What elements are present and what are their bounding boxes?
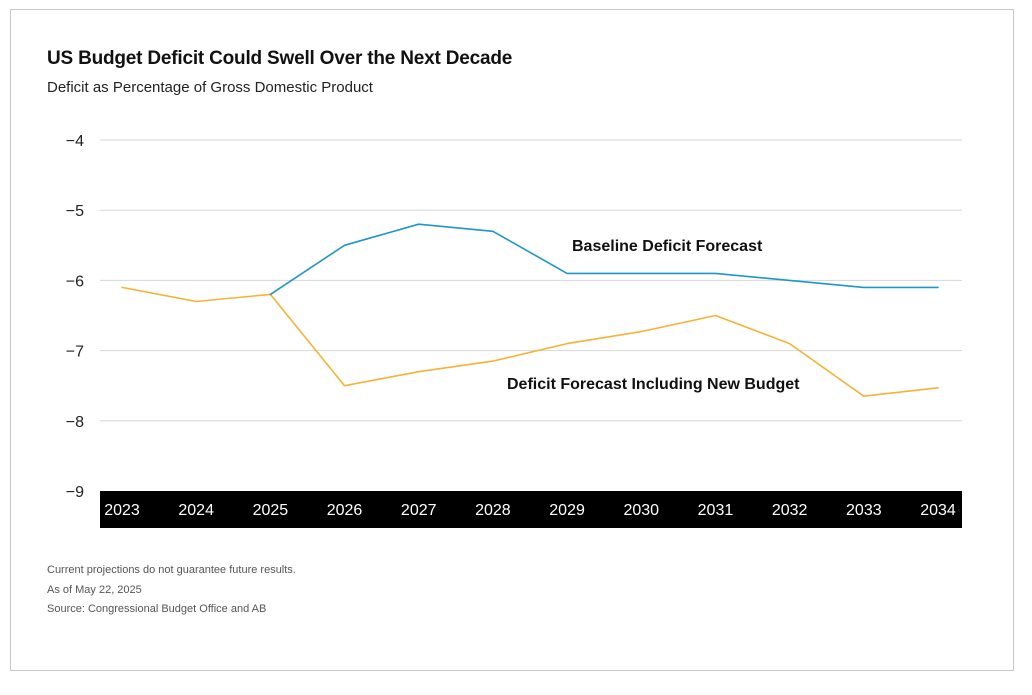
x-tick-label: 2029: [549, 502, 585, 519]
chart-subtitle: Deficit as Percentage of Gross Domestic …: [47, 79, 373, 96]
x-tick-label: 2028: [475, 502, 511, 519]
x-tick-label: 2026: [327, 502, 363, 519]
disclaimer-note: Current projections do not guarantee fut…: [47, 564, 296, 576]
date-note: As of May 22, 2025: [47, 583, 142, 596]
x-tick-label: 2025: [253, 502, 289, 519]
x-tick-label: 2031: [698, 502, 734, 519]
x-tick-label: 2023: [104, 502, 140, 519]
x-tick-label: 2032: [772, 502, 808, 519]
y-tick-label: −4: [66, 133, 84, 150]
new-budget-series-label: Deficit Forecast Including New Budget: [507, 376, 800, 393]
y-tick-label: −8: [66, 414, 84, 431]
x-tick-label: 2034: [920, 502, 956, 519]
chart-card: [10, 9, 1014, 671]
y-tick-label: −5: [66, 203, 84, 220]
x-axis-band: [100, 491, 962, 528]
y-tick-label: −7: [66, 344, 84, 361]
baseline-series-line: [269, 223, 939, 296]
x-tick-label: 2027: [401, 502, 437, 519]
new-budget-series-line: [121, 286, 939, 398]
y-tick-label: −6: [66, 273, 84, 290]
baseline-series-label: Baseline Deficit Forecast: [572, 238, 763, 255]
chart-title: US Budget Deficit Could Swell Over the N…: [47, 48, 513, 69]
y-tick-label: −9: [66, 484, 84, 501]
source-note: Source: Congressional Budget Office and …: [47, 603, 267, 615]
x-tick-label: 2024: [178, 502, 214, 519]
x-tick-label: 2030: [623, 502, 659, 519]
footnotes: Current projections do not guarantee fut…: [47, 561, 296, 620]
x-tick-label: 2033: [846, 502, 882, 519]
